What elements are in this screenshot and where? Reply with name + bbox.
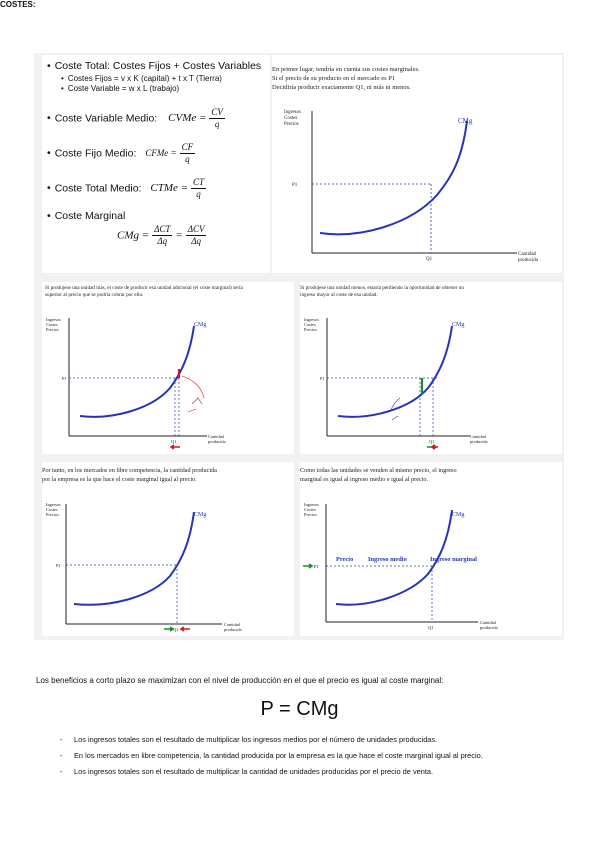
graph-1-x-label: Cantidad xyxy=(518,252,537,257)
graph-1-y-label: Precios xyxy=(284,122,299,127)
graph-5-cmg-curve xyxy=(335,509,453,606)
panel-4-text: Por tanto, en los mercados en libre comp… xyxy=(42,466,294,484)
panel-2-line: superior al precio que se podría cobrar … xyxy=(45,291,144,298)
graph-5-price-label: Precio xyxy=(336,556,353,563)
graph-5-x-label: producida xyxy=(480,625,498,630)
graph-2-y-label: Ingresos xyxy=(46,317,61,322)
graph-3: Ingresos Costes Precios CMg P1 Q1 Cantid… xyxy=(304,317,488,450)
graph-2-q-label: Q1 xyxy=(171,439,177,444)
graph-4-x-label: Cantidad xyxy=(224,622,241,627)
graph-1-x-label: producida xyxy=(518,258,539,263)
graph-2-y-label: Costes xyxy=(46,322,58,327)
graph-5-marginal-revenue-label: Ingreso marginal xyxy=(430,556,477,563)
panel-5-line: marginal es igual al ingreso medio e igu… xyxy=(300,476,429,483)
graph-3-p-label: P1 xyxy=(320,376,325,381)
graph-2-p-label: P1 xyxy=(62,376,67,381)
graph-5-avg-revenue-label: Ingreso medio xyxy=(368,556,407,563)
bullet-cvme: • Coste Variable Medio: CVMe = CV q xyxy=(47,107,225,129)
panel-5-text: Como todas las unidades se venden al mis… xyxy=(300,466,560,484)
graph-5-cmg-label: CMg xyxy=(452,512,464,518)
bullet-ctme: • Coste Total Medio: CTMe = CT q xyxy=(47,177,207,199)
panel-3-line: ingreso mayor al coste de esa unidad. xyxy=(300,291,378,298)
graph-1-p-label: P1 xyxy=(292,183,298,188)
page-heading: COSTES: xyxy=(0,0,36,9)
graph-2-x-label: Cantidad xyxy=(208,434,225,439)
graph-1-q-label: Q1 xyxy=(426,257,433,262)
graph-2-annotation xyxy=(181,375,205,413)
graph-5-x-label: Cantidad xyxy=(480,620,497,625)
graph-4-x-label: producida xyxy=(224,627,242,632)
graph-5-q-label: Q1 xyxy=(428,625,434,630)
graph-3-cmg-curve xyxy=(337,325,453,418)
panel-1-text: En primer lugar, tendría en cuenta sus c… xyxy=(272,65,557,92)
graph-2-y-label: Precios xyxy=(46,327,59,332)
graph-4-y-label: Ingresos xyxy=(46,502,61,507)
graph-3-y-label: Costes xyxy=(304,322,316,327)
graph-3-y-label: Precios xyxy=(304,327,317,332)
panel-1-line: Si el precio de su producto en el mercad… xyxy=(272,75,396,82)
panel-1-line: Decidiría producir exactamente Q1, ni má… xyxy=(272,84,411,91)
graph-4-q-label: Q1 xyxy=(173,627,179,632)
graph-panel-2: Si produjese una unidad más, el coste de… xyxy=(42,282,294,454)
bullet-cfme: • Coste Fijo Medio: CFMe = CF q xyxy=(47,142,196,164)
graph-5-y-label: Precios xyxy=(304,512,317,517)
bullet-coste-variable: • Coste Variable = w x L (trabajo) xyxy=(61,84,180,93)
panel-5-line: Como todas las unidades se venden al mis… xyxy=(300,467,457,474)
graph-panel-5: Como todas las unidades se venden al mis… xyxy=(300,462,562,636)
panel-3-text: Si produjese una unidad menos, estaría p… xyxy=(300,285,560,298)
summary-list: - Los ingresos totales son el resultado d… xyxy=(60,734,570,782)
cost-definitions-panel xyxy=(42,55,270,273)
list-item: - Los ingresos totales son el resultado d… xyxy=(60,767,434,776)
graph-1-y-label: Ingresos xyxy=(284,110,301,115)
graph-panel-4: Por tanto, en los mercados en libre comp… xyxy=(42,462,294,636)
cmg-formula: CMg = ΔCT Δq = ΔCV Δq xyxy=(117,224,207,246)
graph-5-price-arrow xyxy=(303,563,314,569)
list-item: - Los ingresos totales son el resultado d… xyxy=(60,735,438,744)
bullet-costes-fijos: • Costes Fijos = v x K (capital) + t x T … xyxy=(61,74,222,83)
graph-3-left-arrow xyxy=(430,444,438,450)
graph-3-y-label: Ingresos xyxy=(304,317,319,322)
graph-5: Ingresos Costes Precios CMg Precio Ingre… xyxy=(303,502,498,630)
graph-3-x-label: Cantidad xyxy=(470,434,487,439)
graph-3-cmg-label: CMg xyxy=(452,322,464,328)
conclusion-text: Los beneficios a corto plazo se maximiza… xyxy=(36,676,444,685)
cost-definitions: • Coste Total: Costes Fijos + Costes Vari… xyxy=(47,58,272,247)
graph-4: Ingresos Costes Precios CMg P1 Q1 Cantid… xyxy=(46,502,242,632)
graph-3-q-label: Q1 xyxy=(429,439,435,444)
graph-panel-1: En primer lugar, tendría en cuenta sus c… xyxy=(272,55,562,273)
graph-4-left-arrow xyxy=(179,626,190,632)
graph-1-cmg-label: CMg xyxy=(458,117,473,125)
graph-5-y-label: Ingresos xyxy=(304,502,319,507)
graph-3-annotation xyxy=(389,397,401,421)
graph-panel-3: Si produjese una unidad menos, estaría p… xyxy=(300,282,562,454)
panel-1-line: En primer lugar, tendría en cuenta sus c… xyxy=(272,66,420,73)
graph-4-right-arrow xyxy=(164,626,175,632)
graph-3-x-label: producida xyxy=(470,439,488,444)
bullet-cmg: • Coste Marginal xyxy=(47,210,126,222)
graph-2-left-arrow xyxy=(169,444,180,450)
graph-4-cmg-curve xyxy=(73,511,195,606)
graph-2: Ingresos Costes Precios CMg P1 Q1 Cantid… xyxy=(46,317,226,450)
panel-2-text: Si produjese una unidad más, el coste de… xyxy=(45,285,293,298)
panel-2-line: Si produjese una unidad más, el coste de… xyxy=(45,285,243,291)
graph-2-cmg-curve xyxy=(79,325,195,418)
graph-2-x-label: producida xyxy=(208,439,226,444)
graph-4-y-label: Precios xyxy=(46,512,59,517)
panel-4-line: por la empresa es la que hace el coste m… xyxy=(42,476,197,483)
graph-4-p-label: P1 xyxy=(56,563,61,568)
graph-4-y-label: Costes xyxy=(46,507,58,512)
panel-4-line: Por tanto, en los mercados en libre comp… xyxy=(42,467,217,474)
list-item: - En los mercados en libre competencia, l… xyxy=(60,751,483,760)
main-formula: P = CMg xyxy=(260,698,339,720)
graph-5-p-label: P1 xyxy=(314,564,319,569)
graph-2-cmg-label: CMg xyxy=(194,322,206,328)
panel-3-line: Si produjese una unidad menos, estaría p… xyxy=(300,285,464,291)
graph-1: Ingresos Costes Precios CMg P1 Q1 Cantid… xyxy=(284,110,539,263)
graph-1-cmg-curve xyxy=(319,120,468,236)
bullet-coste-total: • Coste Total: Costes Fijos + Costes Vari… xyxy=(47,60,262,72)
graph-1-y-label: Costes xyxy=(284,116,297,121)
graph-5-y-label: Costes xyxy=(304,507,316,512)
graph-4-cmg-label: CMg xyxy=(194,512,206,518)
